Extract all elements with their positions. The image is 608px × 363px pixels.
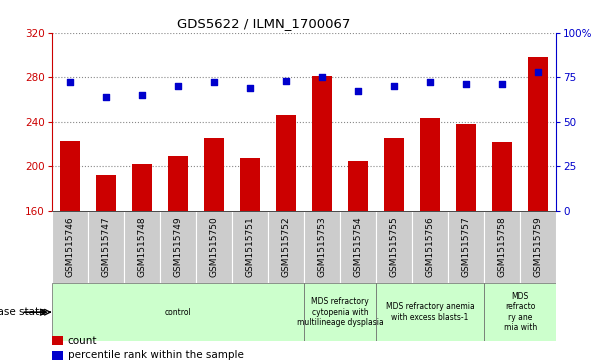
Bar bbox=[484, 211, 520, 283]
Text: GSM1515750: GSM1515750 bbox=[209, 216, 218, 277]
Bar bbox=[304, 211, 340, 283]
Text: GSM1515759: GSM1515759 bbox=[534, 216, 543, 277]
Bar bbox=[124, 211, 160, 283]
Text: MDS refractory anemia
with excess blasts-1: MDS refractory anemia with excess blasts… bbox=[386, 302, 474, 322]
Text: MDS
refracto
ry ane
mia with: MDS refracto ry ane mia with bbox=[503, 292, 537, 332]
Text: GSM1515752: GSM1515752 bbox=[282, 216, 291, 277]
Bar bbox=[52, 283, 304, 341]
Text: control: control bbox=[165, 308, 191, 317]
Point bbox=[137, 92, 147, 98]
Bar bbox=[340, 211, 376, 283]
Bar bbox=[160, 211, 196, 283]
Bar bbox=[348, 160, 368, 363]
Text: count: count bbox=[68, 336, 97, 346]
Bar bbox=[528, 57, 548, 363]
Text: GSM1515748: GSM1515748 bbox=[137, 216, 147, 277]
Bar bbox=[484, 283, 556, 341]
Bar bbox=[376, 211, 412, 283]
Point bbox=[281, 78, 291, 83]
Text: GSM1515756: GSM1515756 bbox=[426, 216, 435, 277]
Text: GSM1515754: GSM1515754 bbox=[354, 216, 362, 277]
Bar bbox=[232, 211, 268, 283]
Point bbox=[101, 94, 111, 99]
Point bbox=[245, 85, 255, 91]
Bar bbox=[240, 158, 260, 363]
Bar bbox=[168, 156, 188, 363]
Point bbox=[353, 89, 363, 94]
Point bbox=[317, 74, 327, 80]
Text: GSM1515755: GSM1515755 bbox=[390, 216, 399, 277]
Bar bbox=[384, 138, 404, 363]
Text: MDS refractory
cytopenia with
multilineage dysplasia: MDS refractory cytopenia with multilinea… bbox=[297, 297, 384, 327]
Point bbox=[497, 81, 507, 87]
Bar bbox=[196, 211, 232, 283]
Text: GSM1515757: GSM1515757 bbox=[461, 216, 471, 277]
Point bbox=[461, 81, 471, 87]
Title: GDS5622 / ILMN_1700067: GDS5622 / ILMN_1700067 bbox=[177, 17, 350, 30]
Text: percentile rank within the sample: percentile rank within the sample bbox=[68, 350, 244, 360]
Bar bbox=[132, 164, 152, 363]
Bar bbox=[312, 76, 332, 363]
Point bbox=[173, 83, 183, 89]
Bar bbox=[492, 142, 512, 363]
Bar bbox=[52, 211, 88, 283]
Text: GSM1515758: GSM1515758 bbox=[498, 216, 506, 277]
Bar bbox=[376, 283, 484, 341]
Text: GSM1515751: GSM1515751 bbox=[246, 216, 254, 277]
Point bbox=[426, 79, 435, 85]
Bar bbox=[420, 118, 440, 363]
Bar bbox=[412, 211, 448, 283]
Point bbox=[209, 79, 219, 85]
Bar bbox=[60, 140, 80, 363]
Bar bbox=[448, 211, 484, 283]
Bar bbox=[456, 124, 476, 363]
Text: disease state: disease state bbox=[0, 307, 46, 317]
Bar bbox=[520, 211, 556, 283]
Point bbox=[389, 83, 399, 89]
Text: GSM1515747: GSM1515747 bbox=[102, 216, 110, 277]
Bar bbox=[52, 336, 63, 345]
Text: GSM1515753: GSM1515753 bbox=[317, 216, 326, 277]
Bar bbox=[268, 211, 304, 283]
Text: GSM1515746: GSM1515746 bbox=[65, 216, 74, 277]
Bar bbox=[276, 115, 296, 363]
Text: GSM1515749: GSM1515749 bbox=[173, 216, 182, 277]
Bar bbox=[88, 211, 124, 283]
Bar bbox=[304, 283, 376, 341]
Point bbox=[533, 69, 543, 75]
Bar bbox=[52, 351, 63, 359]
Point bbox=[65, 79, 75, 85]
Bar bbox=[96, 175, 116, 363]
Bar bbox=[204, 138, 224, 363]
